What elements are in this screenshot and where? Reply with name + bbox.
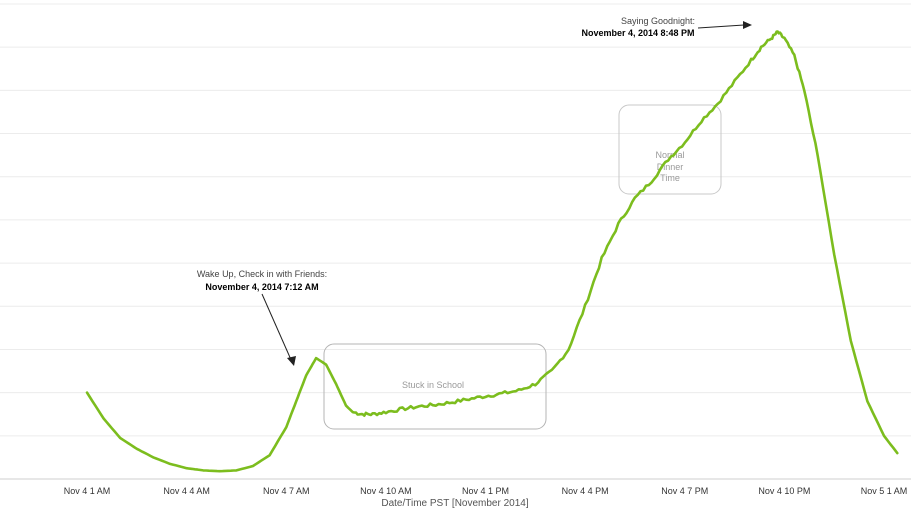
annotation-goodnight-arrowhead: [743, 21, 752, 29]
region-label-dinner-line-1: Normal: [655, 150, 684, 160]
region-label-dinner-line-3: Time: [660, 173, 680, 183]
x-tick-label: Nov 4 10 PM: [758, 486, 810, 496]
region-label-dinner-line-2: Dinner: [657, 162, 684, 172]
x-tick-label: Nov 4 10 AM: [360, 486, 412, 496]
x-tick-label: Nov 4 4 AM: [163, 486, 210, 496]
annotation-wakeup-arrowhead: [287, 356, 296, 366]
x-tick-label: Nov 4 1 AM: [64, 486, 111, 496]
annotation-wakeup-label: Wake Up, Check in with Friends:: [197, 269, 327, 279]
region-label-school: Stuck in School: [402, 380, 464, 390]
annotation-wakeup-arrow: [261, 293, 293, 363]
grid-lines: [0, 3, 911, 437]
annotation-wakeup-detail: November 4, 2014 7:12 AM: [205, 282, 318, 292]
annotation-goodnight-label: Saying Goodnight:: [621, 16, 695, 26]
x-tick-label: Nov 4 4 PM: [562, 486, 609, 496]
annotation-goodnight-detail: November 4, 2014 8:48 PM: [581, 28, 694, 38]
x-axis-label: Date/Time PST [November 2014]: [381, 498, 529, 509]
x-tick-label: Nov 5 1 AM: [861, 486, 908, 496]
series-line: [85, 30, 899, 473]
x-tick-label: Nov 4 7 PM: [661, 486, 708, 496]
x-tick-labels: Nov 4 1 AM Nov 4 4 AM Nov 4 7 AM Nov 4 10 A…: [64, 486, 908, 496]
region-box-dinner: [618, 104, 722, 195]
x-tick-label: Nov 4 1 PM: [462, 486, 509, 496]
region-box-school: [323, 343, 547, 430]
annotation-goodnight-arrow: [697, 24, 745, 29]
x-tick-label: Nov 4 7 AM: [263, 486, 310, 496]
